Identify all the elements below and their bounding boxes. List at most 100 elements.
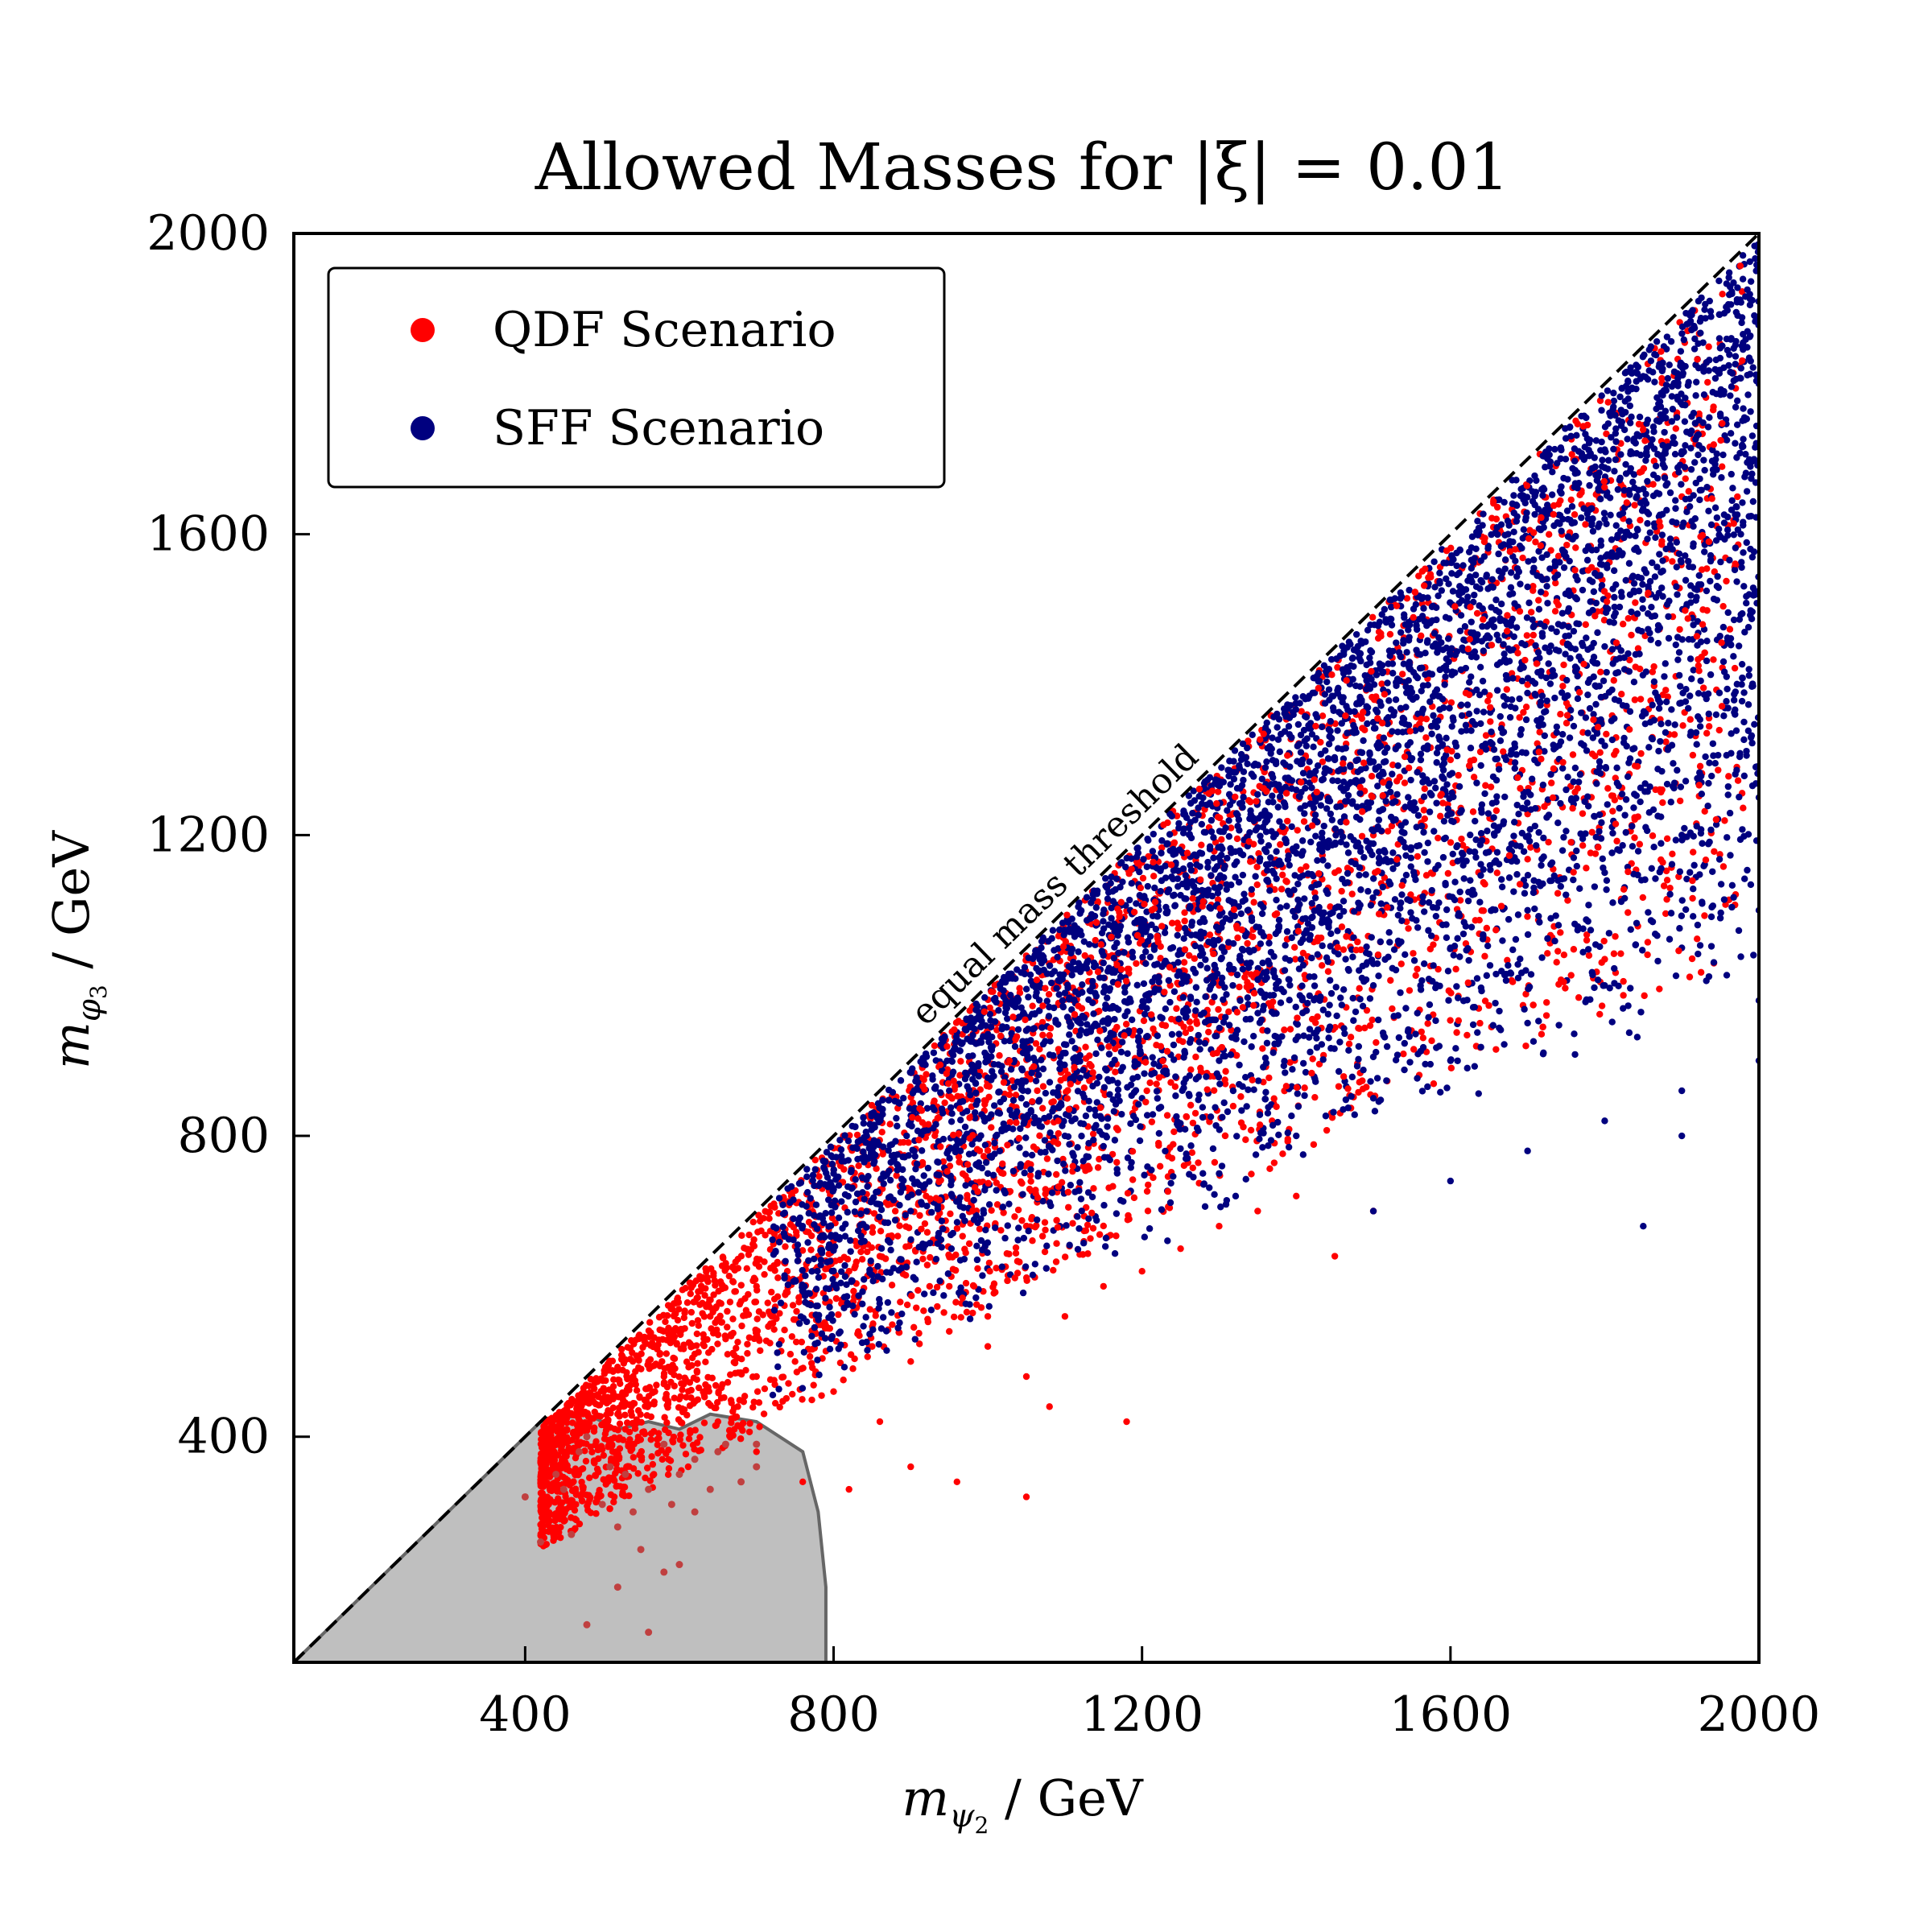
qdf-point — [693, 1367, 700, 1375]
sff-point — [1557, 799, 1564, 807]
sff-point — [1672, 836, 1680, 844]
qdf-point — [1153, 1080, 1160, 1088]
qdf-point — [685, 1435, 693, 1443]
qdf-point — [1053, 1216, 1060, 1224]
qdf-point — [753, 1388, 762, 1395]
qdf-point — [721, 1332, 729, 1340]
sff-point — [886, 1096, 893, 1104]
sff-point — [815, 1371, 823, 1379]
qdf-point — [982, 1097, 989, 1104]
sff-point — [1038, 1056, 1045, 1063]
qdf-point — [551, 1463, 559, 1472]
qdf-point — [637, 1436, 645, 1443]
sff-point — [812, 1286, 820, 1293]
qdf-point — [1157, 955, 1164, 962]
qdf-point — [647, 1436, 654, 1443]
sff-point — [1592, 599, 1600, 607]
sff-point — [1645, 367, 1653, 374]
sff-point — [1488, 576, 1496, 584]
qdf-point — [551, 1517, 559, 1525]
qdf-point — [1543, 999, 1550, 1006]
sff-point — [828, 1160, 836, 1168]
qdf-point — [678, 1419, 686, 1426]
sff-point — [1074, 1213, 1081, 1220]
sff-point — [1747, 733, 1755, 741]
sff-point — [1453, 752, 1461, 760]
qdf-point — [541, 1508, 548, 1515]
sff-point — [1377, 938, 1385, 946]
sff-point — [1563, 676, 1571, 684]
sff-point — [1048, 1189, 1056, 1196]
qdf-point — [1663, 835, 1671, 843]
qdf-point — [746, 1420, 753, 1427]
qdf-point — [1669, 558, 1676, 565]
qdf-point — [770, 1377, 778, 1384]
qdf-point — [610, 1498, 617, 1506]
sff-point — [863, 1208, 870, 1215]
sff-point — [1738, 697, 1746, 705]
qdf-point-66 — [1022, 1493, 1030, 1501]
qdf-point — [605, 1407, 612, 1414]
sff-point — [1570, 876, 1577, 884]
sff-point — [1331, 753, 1339, 762]
qdf-point — [646, 1333, 653, 1340]
sff-point — [1225, 832, 1233, 840]
sff-point — [1283, 902, 1290, 910]
qdf-point — [737, 1282, 745, 1289]
sff-point — [1624, 378, 1632, 386]
sff-point — [900, 1094, 907, 1102]
sff-point — [1327, 810, 1335, 818]
qdf-point — [680, 1341, 687, 1348]
sff-point — [1695, 690, 1703, 697]
sff-point — [1310, 743, 1317, 751]
qdf-point — [694, 1360, 701, 1367]
qdf-point — [743, 1265, 750, 1272]
qdf-point — [1052, 1258, 1060, 1265]
qdf-point — [712, 1422, 719, 1430]
qdf-point — [1608, 792, 1616, 799]
qdf-point — [889, 1321, 896, 1328]
sff-point — [1064, 981, 1071, 989]
qdf-point — [576, 1430, 584, 1437]
sff-point — [1477, 872, 1484, 879]
qdf-point — [1482, 782, 1489, 789]
sff-point — [1433, 799, 1440, 807]
qdf-point — [1024, 1160, 1032, 1167]
sff-point — [1558, 527, 1565, 535]
sff-point — [1265, 939, 1273, 947]
qdf-point — [665, 1429, 672, 1437]
sff-point — [1467, 877, 1474, 884]
sff-point — [837, 1146, 845, 1154]
sff-point — [1417, 756, 1425, 764]
qdf-point — [1211, 1158, 1219, 1166]
sff-point — [1314, 951, 1321, 958]
sff-point — [902, 1212, 910, 1219]
qdf-point — [616, 1420, 624, 1427]
qdf-point — [1064, 1203, 1072, 1211]
qdf-point — [730, 1352, 738, 1359]
qdf-point — [761, 1385, 769, 1393]
qdf-point — [719, 1253, 727, 1261]
sff-point — [1458, 701, 1465, 708]
qdf-point — [621, 1492, 629, 1500]
sff-point — [1001, 1009, 1009, 1017]
sff-point — [1424, 858, 1431, 865]
sff-point — [1074, 1245, 1082, 1253]
qdf-point — [650, 1334, 658, 1341]
sff-point — [1412, 876, 1419, 884]
sff-point — [1665, 613, 1672, 621]
qdf-point — [952, 1298, 960, 1306]
qdf-point — [1639, 894, 1647, 902]
sff-point — [1708, 772, 1715, 780]
qdf-point — [849, 1365, 857, 1373]
qdf-point — [650, 1343, 657, 1351]
sff-point — [892, 1137, 899, 1145]
qdf-point — [1192, 1053, 1199, 1061]
sff-point — [1749, 364, 1757, 371]
qdf-point — [664, 1471, 672, 1479]
qdf-point — [679, 1408, 687, 1416]
qdf-point-49 — [907, 1358, 914, 1365]
sff-point — [1452, 1045, 1459, 1052]
qdf-point — [1237, 1093, 1245, 1100]
qdf-point — [869, 1320, 877, 1327]
